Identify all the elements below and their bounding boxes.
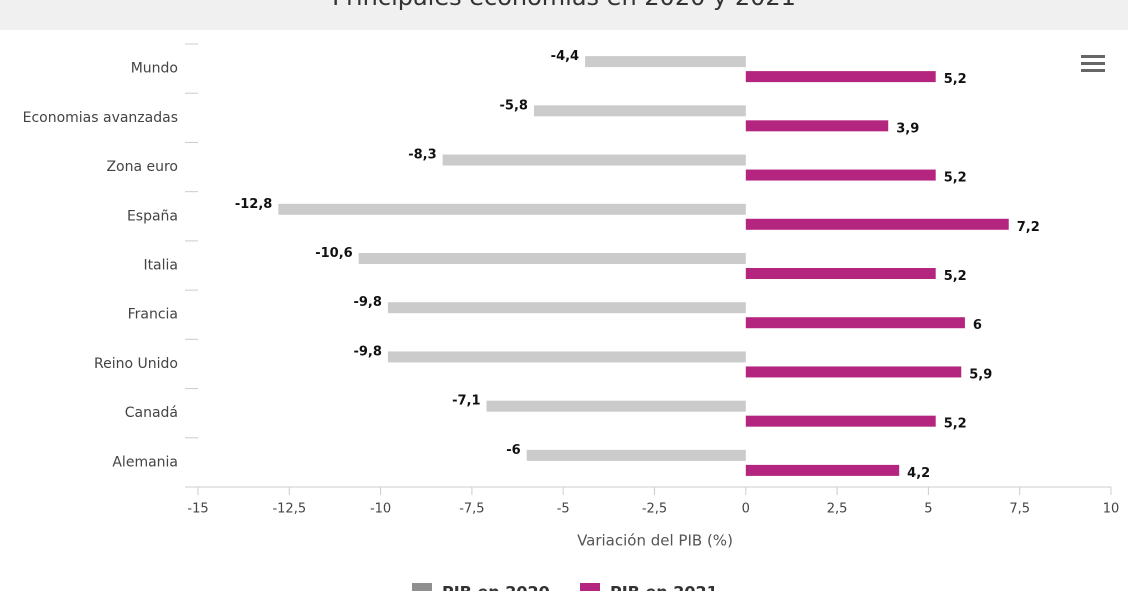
y-tick-label: Francia (128, 307, 178, 323)
x-tick-label: -10 (370, 502, 391, 517)
bar (387, 351, 746, 363)
x-tick-label: -2,5 (642, 502, 667, 517)
bar (745, 415, 936, 427)
bar (745, 268, 936, 279)
value-label: -4,4 (551, 49, 579, 64)
legend-label: PIB en 2020 (442, 583, 550, 591)
y-tick-label: Alemania (112, 454, 178, 470)
x-tick-label: -5 (557, 502, 570, 517)
y-tick-label: Italia (143, 258, 178, 274)
value-label: 5,9 (969, 367, 992, 382)
bar (745, 120, 889, 132)
x-tick-label: -15 (187, 502, 208, 517)
value-label: 3,9 (896, 121, 919, 136)
x-tick-label: -12,5 (272, 502, 306, 517)
chart-title: Principales economías en 2020 y 2021 (332, 0, 796, 11)
value-label: 6 (973, 318, 982, 333)
bar (442, 154, 746, 166)
y-tick-label: España (127, 208, 178, 224)
y-tick-label: Mundo (131, 61, 178, 77)
x-tick-label: 7,5 (1009, 502, 1030, 517)
bar (745, 366, 962, 378)
y-tick-label: Reino Unido (94, 356, 178, 372)
bar (526, 449, 746, 461)
bar (745, 71, 936, 83)
x-tick-label: 2,5 (827, 502, 848, 517)
bar (585, 56, 746, 68)
bar (358, 253, 746, 264)
value-label: -5,8 (500, 98, 528, 113)
value-label: -9,8 (353, 344, 381, 359)
legend-swatch[interactable] (412, 583, 432, 591)
value-label: 5,2 (944, 72, 967, 87)
value-label: -9,8 (353, 295, 381, 310)
x-tick-label: 10 (1103, 502, 1120, 517)
value-label: 5,2 (944, 269, 967, 284)
menu-line[interactable] (1081, 55, 1105, 58)
x-tick-label: 5 (924, 502, 932, 517)
x-tick-label: 0 (742, 502, 750, 517)
value-label: -8,3 (408, 148, 436, 163)
title-band (0, 0, 1128, 30)
x-axis-title: Variación del PIB (%) (577, 532, 733, 550)
x-tick-label: -7,5 (459, 502, 484, 517)
bar (745, 317, 965, 329)
bar (533, 105, 746, 117)
bar (745, 464, 900, 476)
value-label: 5,2 (944, 171, 967, 186)
menu-line[interactable] (1081, 62, 1105, 65)
menu-button[interactable] (1081, 55, 1105, 72)
bar (745, 169, 936, 181)
value-label: 4,2 (907, 466, 930, 481)
value-label: -7,1 (452, 394, 480, 409)
y-tick-label: Economias avanzadas (23, 110, 178, 126)
y-tick-label: Canadá (125, 405, 178, 421)
y-tick-label: Zona euro (106, 159, 178, 175)
bar (278, 203, 746, 215)
legend-label: PIB en 2021 (610, 583, 718, 591)
value-label: -10,6 (315, 246, 352, 261)
value-label: 7,2 (1017, 220, 1040, 235)
menu-line[interactable] (1081, 69, 1105, 72)
value-label: -6 (506, 443, 520, 458)
value-label: -12,8 (235, 197, 272, 212)
bar (486, 400, 746, 412)
value-label: 5,2 (944, 417, 967, 432)
legend-swatch[interactable] (580, 583, 600, 591)
bar (745, 218, 1009, 230)
bar (387, 302, 746, 314)
